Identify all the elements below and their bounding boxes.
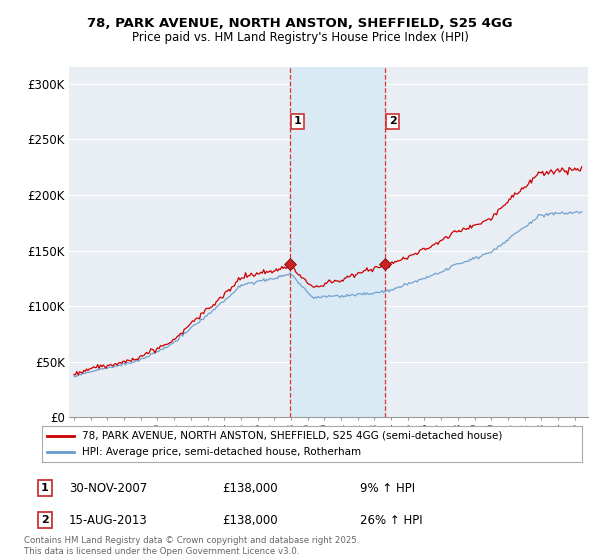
Text: £138,000: £138,000 (222, 514, 278, 527)
Text: 2: 2 (41, 515, 49, 525)
Text: Price paid vs. HM Land Registry's House Price Index (HPI): Price paid vs. HM Land Registry's House … (131, 31, 469, 44)
Text: 2: 2 (389, 116, 397, 127)
Text: HPI: Average price, semi-detached house, Rotherham: HPI: Average price, semi-detached house,… (83, 447, 362, 457)
Text: 30-NOV-2007: 30-NOV-2007 (69, 482, 147, 495)
Text: 78, PARK AVENUE, NORTH ANSTON, SHEFFIELD, S25 4GG: 78, PARK AVENUE, NORTH ANSTON, SHEFFIELD… (87, 17, 513, 30)
Text: 9% ↑ HPI: 9% ↑ HPI (360, 482, 415, 495)
Text: 15-AUG-2013: 15-AUG-2013 (69, 514, 148, 527)
Text: Contains HM Land Registry data © Crown copyright and database right 2025.
This d: Contains HM Land Registry data © Crown c… (24, 536, 359, 556)
Text: £138,000: £138,000 (222, 482, 278, 495)
Bar (290, 67, 385, 417)
Text: 1: 1 (294, 116, 302, 127)
Text: 26% ↑ HPI: 26% ↑ HPI (360, 514, 422, 527)
Text: 1: 1 (41, 483, 49, 493)
Text: 78, PARK AVENUE, NORTH ANSTON, SHEFFIELD, S25 4GG (semi-detached house): 78, PARK AVENUE, NORTH ANSTON, SHEFFIELD… (83, 431, 503, 441)
